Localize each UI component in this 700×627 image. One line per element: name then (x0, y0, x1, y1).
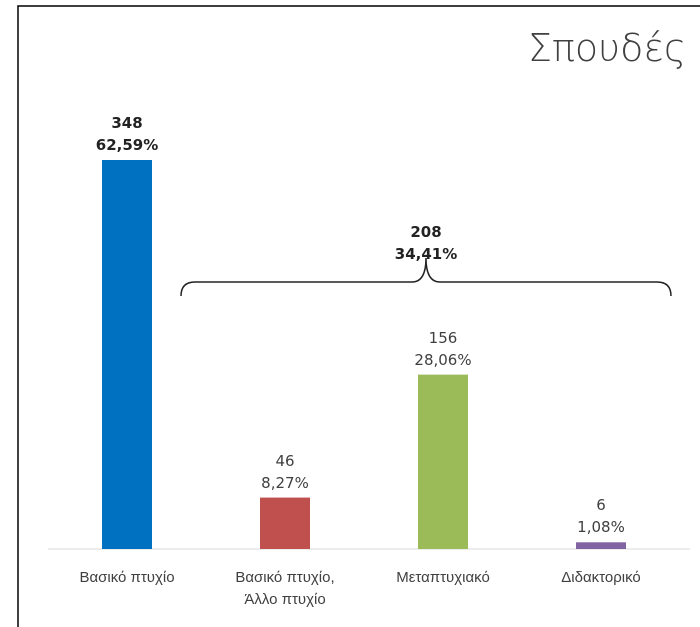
value-label: 156 (428, 328, 458, 347)
frame (17, 5, 700, 627)
percentage-label: 1,08% (577, 518, 625, 537)
value-label: 6 (596, 496, 606, 515)
percentage-label: 8,27% (261, 473, 309, 492)
bar (576, 542, 626, 549)
value-label: 348 (111, 114, 143, 132)
value-label: 46 (275, 451, 295, 470)
x-tick-label: Βασικό πτυχίο, Άλλο πτυχίο (235, 569, 335, 608)
x-tick-label: Διδακτορικό (561, 569, 641, 586)
x-tick-label: Μεταπτυχιακό (396, 569, 490, 586)
bar (260, 497, 310, 549)
bracket (180, 257, 672, 297)
x-tick-label: Βασικό πτυχίο (79, 569, 175, 586)
bar (418, 374, 468, 549)
bracket-label: 208 (410, 223, 442, 241)
bracket-label: 34,41% (394, 245, 458, 263)
bar (102, 160, 152, 549)
percentage-label: 62,59% (95, 136, 159, 154)
chart-title: Σπουδές (528, 26, 687, 70)
percentage-label: 28,06% (414, 350, 472, 369)
